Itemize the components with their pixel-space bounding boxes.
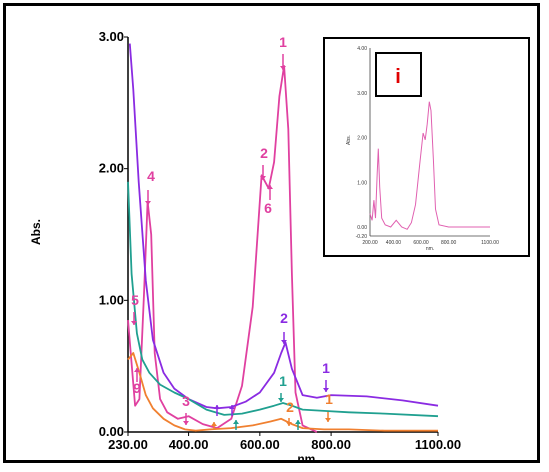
inset-y-axis-label: Abs. [346, 135, 352, 145]
x-axis-label: nm. [297, 452, 318, 466]
main-series [127, 43, 439, 433]
inset-chart: -0.20 0.00 1.00 2.00 3.00 4.00 200.00 400.00 600… [323, 37, 530, 257]
peak-arrow-head [286, 422, 292, 426]
x-tick-label: 600.00 [240, 437, 280, 452]
peak-label: 2 [286, 399, 294, 415]
marker-arrow-head [233, 420, 239, 424]
y-tick-label: 0.00 [99, 424, 124, 439]
inset-series-line-1 [369, 101, 490, 230]
peak-arrow-head [260, 176, 266, 180]
peak-label: 1 [279, 34, 287, 50]
peak-arrow-head [278, 398, 284, 402]
inset-frame [323, 37, 530, 257]
series-line-1 [127, 65, 318, 433]
y-tick-label: 3.00 [99, 29, 124, 44]
inset-y-tick-label: 4.00 [357, 46, 367, 52]
peak-label: 9 [133, 380, 141, 396]
marker-arrow-head [211, 422, 217, 426]
peak-label: 2 [280, 310, 288, 326]
series-line-3 [127, 181, 439, 418]
peak-arrow-head [183, 421, 189, 425]
x-tick-label: 400.00 [169, 437, 209, 452]
peak-arrow-head [134, 368, 140, 372]
peak-label: 2 [260, 145, 268, 161]
marker-arrow-head [214, 405, 220, 409]
peak-arrow-head [145, 201, 151, 205]
inset-y-tick-label: 0.00 [357, 225, 367, 231]
y-tick-label: 2.00 [99, 161, 124, 176]
series-line-4 [127, 352, 438, 432]
y-tick-label: 1.00 [99, 292, 124, 307]
inset-y-tick-label: 3.00 [357, 91, 367, 97]
panel-label-box [375, 52, 422, 97]
peak-label: 4 [147, 168, 155, 184]
peak-label: 1 [279, 373, 287, 389]
inset-x-tick-label: 400.00 [386, 240, 402, 246]
peak-arrow-head [323, 388, 329, 392]
peak-label: 6 [264, 200, 272, 216]
peak-arrow-head [131, 321, 137, 325]
x-tick-label: 230.00 [108, 437, 148, 452]
peak-arrow-head [267, 185, 273, 189]
peak-label: 5 [131, 292, 139, 308]
marker-arrow-head [295, 420, 301, 424]
inset-x-tick-label: 200.00 [362, 240, 378, 246]
series-line-2 [128, 43, 439, 410]
inset-x-tick-label: 800.00 [441, 240, 457, 246]
peak-label: 3 [182, 393, 190, 409]
peak-arrow-head [325, 418, 331, 422]
inset-y-tick-label: 1.00 [357, 180, 367, 186]
peak-arrow-head [280, 66, 286, 70]
marker-arrow-head [229, 405, 235, 409]
x-tick-label: 800.00 [311, 437, 351, 452]
peak-label: 1 [325, 391, 333, 407]
inset-x-tick-label: 1100.00 [481, 240, 499, 246]
peak-arrow-head [281, 340, 287, 344]
inset-y-tick-label: -0.20 [356, 234, 368, 240]
inset-y-tick-label: 2.00 [357, 136, 367, 142]
inset-x-axis-label: nm. [426, 246, 434, 252]
inset-x-tick-label: 600.00 [413, 240, 429, 246]
peak-label: 1 [322, 360, 330, 376]
main-peak-labels: 1 2 6 4 5 9 3 2 1 1 2 1 [131, 34, 333, 430]
panel-label: i [395, 66, 401, 88]
x-tick-label: 1100.00 [415, 437, 461, 452]
y-axis-label: Abs. [29, 219, 43, 245]
